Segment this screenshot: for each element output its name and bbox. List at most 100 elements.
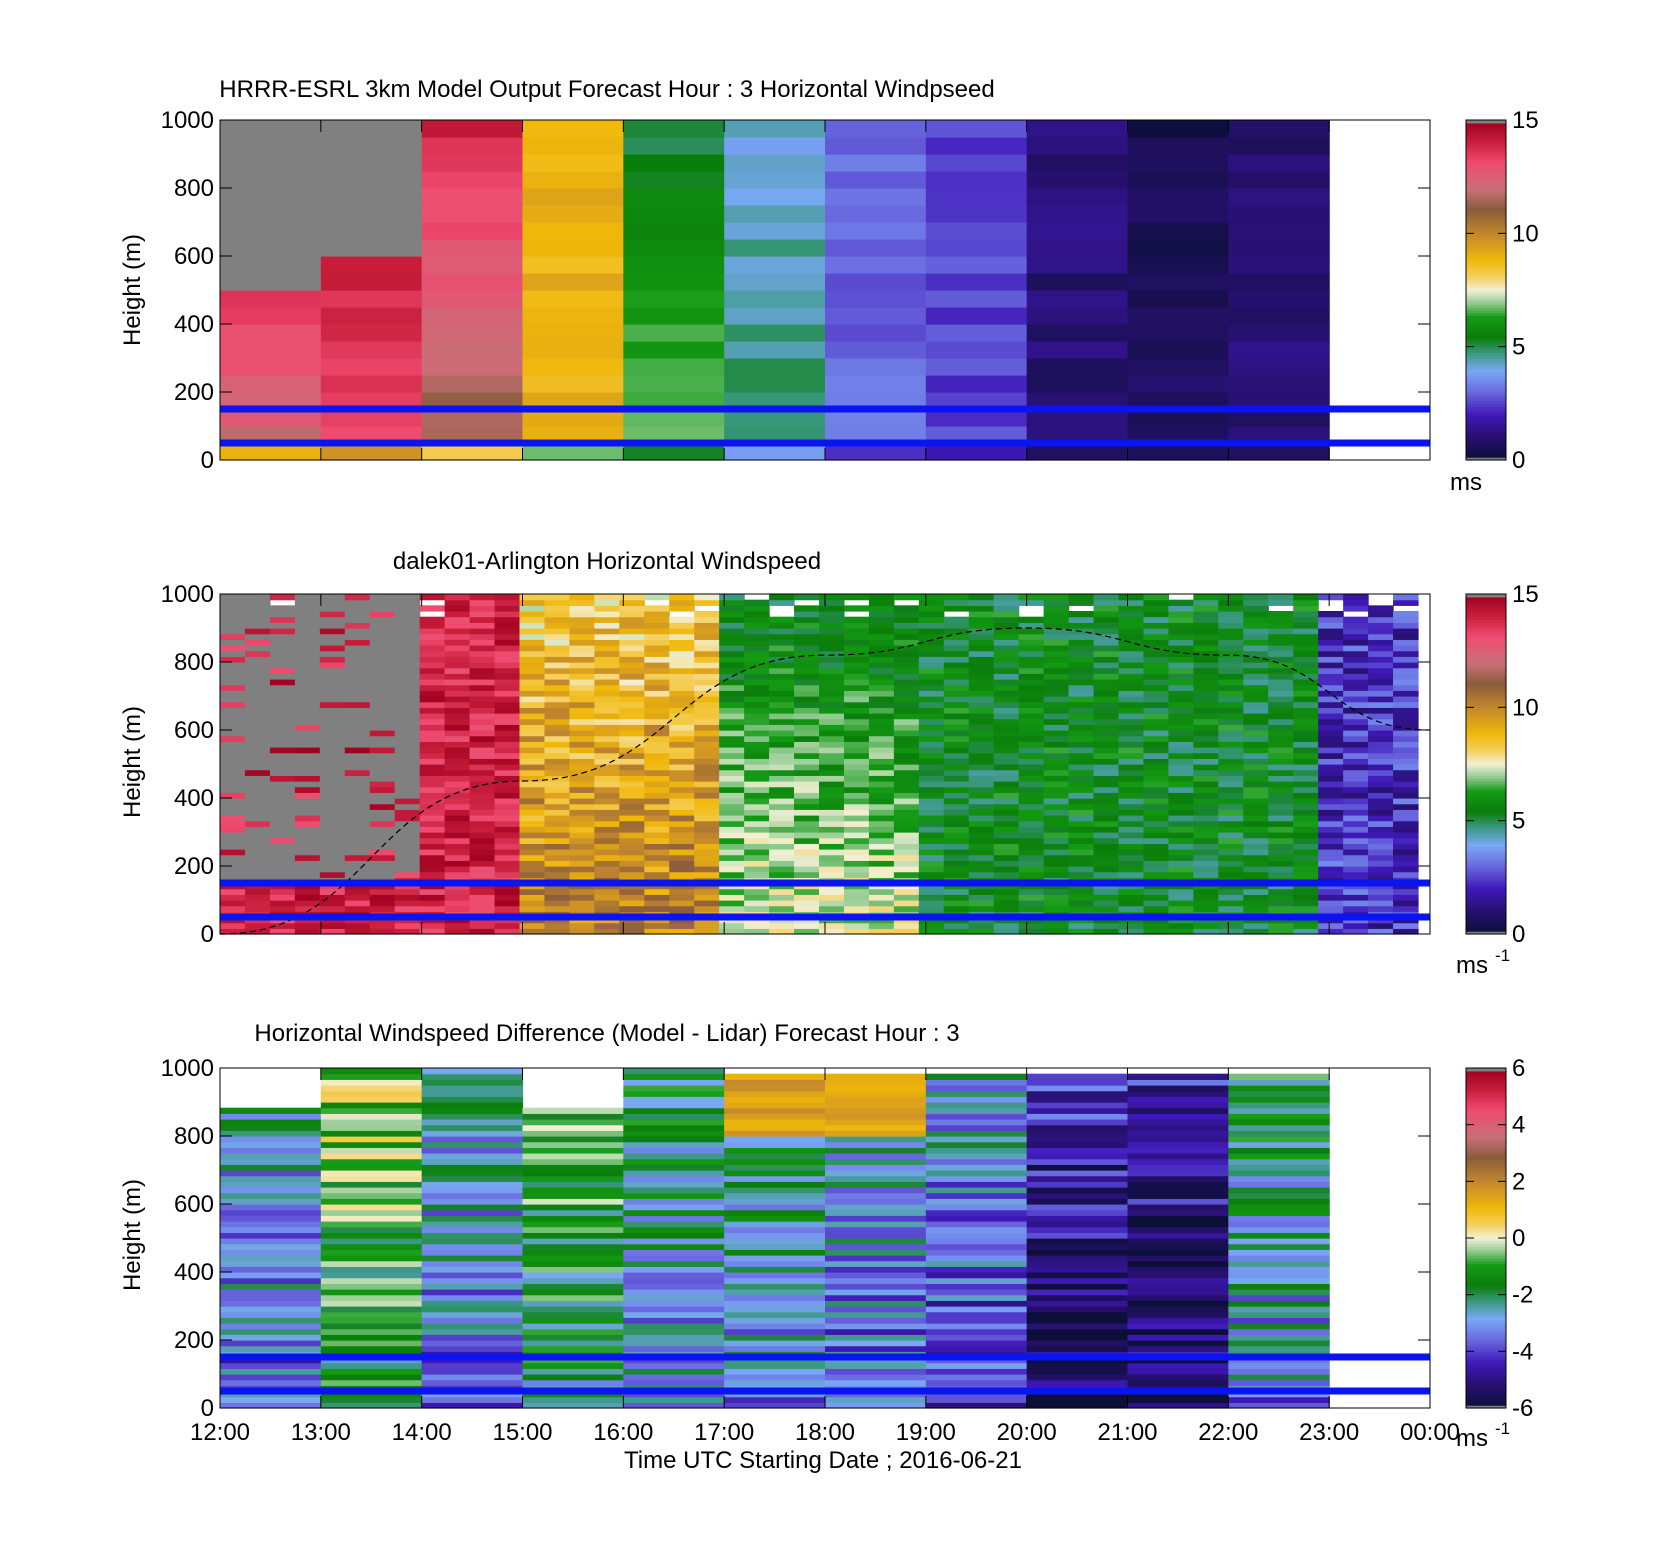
heatmap-cell: [744, 871, 770, 878]
heatmap-cell: [1293, 707, 1319, 714]
heatmap-cell: [1068, 667, 1095, 674]
heatmap-cell: [244, 888, 271, 895]
heatmap-cell: [1168, 809, 1194, 816]
heatmap-cell: [494, 820, 521, 827]
heatmap-cell: [519, 860, 546, 867]
heatmap-cell: [719, 701, 745, 708]
heatmap-cell: [1068, 690, 1095, 697]
heatmap-cell: [769, 599, 795, 606]
heatmap-cell: [522, 290, 624, 308]
colorbar-swatch: [1466, 349, 1506, 353]
heatmap-cell: [619, 843, 645, 850]
heatmap-cell: [220, 1192, 322, 1199]
heatmap-cell: [794, 837, 820, 844]
heatmap-cell: [220, 843, 246, 850]
heatmap-cell: [1228, 1096, 1330, 1103]
heatmap-cell: [294, 809, 321, 816]
heatmap-cell: [623, 1085, 725, 1092]
heatmap-cell: [794, 928, 820, 935]
heatmap-cell: [419, 820, 446, 827]
heatmap-cell: [1228, 307, 1330, 325]
heatmap-cell: [719, 786, 745, 793]
heatmap-cell: [220, 171, 322, 189]
heatmap-cell: [868, 832, 895, 839]
colorbar-swatch: [1466, 1119, 1506, 1123]
heatmap-cell: [319, 673, 346, 680]
heatmap-cell: [522, 1317, 624, 1324]
heatmap-cell: [1068, 905, 1095, 912]
colorbar-swatch: [1466, 1269, 1506, 1273]
heatmap-cell: [320, 1289, 423, 1296]
heatmap-cell: [669, 633, 695, 640]
heatmap-cell: [1268, 594, 1294, 601]
heatmap-cell: [369, 769, 396, 776]
colorbar-swatch: [1466, 1286, 1506, 1290]
heatmap-cell: [444, 594, 471, 601]
heatmap-cell: [1068, 900, 1095, 907]
heatmap-cell: [569, 701, 595, 708]
heatmap-cell: [794, 662, 820, 669]
heatmap-cell: [444, 792, 471, 799]
heatmap-cell: [794, 673, 820, 680]
heatmap-cell: [344, 650, 371, 657]
heatmap-cell: [1318, 724, 1344, 731]
colorbar-swatch: [1466, 917, 1506, 921]
heatmap-cell: [1268, 866, 1294, 873]
heatmap-cell: [619, 866, 645, 873]
heatmap-cell: [220, 605, 246, 612]
heatmap-cell: [619, 888, 645, 895]
heatmap-cell: [1268, 928, 1294, 935]
heatmap-cell: [968, 922, 995, 929]
heatmap-cell: [244, 707, 271, 714]
heatmap-cell: [1143, 690, 1170, 697]
heatmap-cell: [943, 639, 970, 646]
heatmap-cell: [244, 594, 271, 601]
heatmap-cell: [925, 1073, 1028, 1080]
heatmap-cell: [1043, 792, 1070, 799]
heatmap-cell: [1127, 375, 1229, 393]
heatmap-cell: [1068, 854, 1095, 861]
heatmap-cell: [522, 1153, 624, 1160]
heatmap-cell: [1193, 713, 1219, 720]
heatmap-cell: [968, 871, 995, 878]
heatmap-cell: [719, 684, 745, 691]
heatmap-cell: [444, 764, 471, 771]
heatmap-cell: [893, 815, 920, 822]
colorbar-swatch: [1466, 244, 1506, 249]
heatmap-cell: [1218, 849, 1244, 856]
heatmap-cell: [918, 809, 945, 816]
colorbar-tick-label: 10: [1512, 694, 1539, 721]
heatmap-cell: [1143, 673, 1170, 680]
heatmap-cell: [1068, 752, 1095, 759]
heatmap-cell: [1118, 605, 1145, 612]
heatmap-cell: [1268, 718, 1294, 725]
heatmap-cell: [843, 628, 870, 635]
heatmap-cell: [619, 673, 645, 680]
heatmap-cell: [1193, 622, 1219, 629]
heatmap-cell: [968, 662, 995, 669]
heatmap-cell: [419, 837, 446, 844]
heatmap-cell: [320, 1379, 423, 1386]
heatmap-cell: [319, 724, 346, 731]
heatmap-cell: [594, 605, 620, 612]
heatmap-cell: [1343, 837, 1369, 844]
heatmap-cell: [669, 713, 695, 720]
heatmap-cell: [444, 775, 471, 782]
colorbar-swatch: [1466, 454, 1506, 458]
colorbar-swatch: [1466, 795, 1506, 799]
heatmap-cell: [968, 628, 995, 635]
heatmap-cell: [1218, 724, 1244, 731]
heatmap-cell: [825, 1113, 927, 1120]
colorbar-swatch: [1466, 647, 1506, 652]
heatmap-cell: [794, 900, 820, 907]
heatmap-cell: [444, 798, 471, 805]
heatmap-cell: [469, 679, 496, 686]
heatmap-cell: [1093, 707, 1120, 714]
heatmap-cell: [694, 684, 720, 691]
heatmap-cell: [1093, 843, 1120, 850]
heatmap-cell: [519, 809, 546, 816]
heatmap-cell: [1068, 803, 1095, 810]
heatmap-cell: [724, 1102, 826, 1109]
heatmap-cell: [269, 611, 296, 618]
heatmap-cell: [825, 205, 927, 223]
